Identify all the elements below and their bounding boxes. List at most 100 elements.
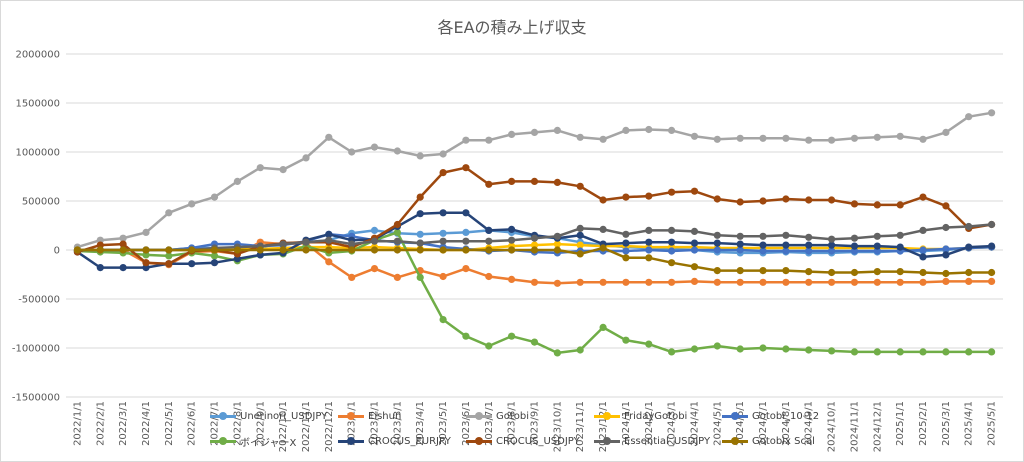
data-point [805,136,813,144]
y-tick-label: 1500000 [15,99,60,110]
data-point [485,246,493,254]
data-point [439,169,447,177]
x-tick-label: 2023/4/1 [415,401,426,446]
data-point [553,232,562,240]
data-point [165,260,173,268]
data-point [828,268,836,277]
data-point [690,277,699,285]
data-point [896,268,904,276]
data-point [553,246,562,254]
x-tick-label: 2024/11/1 [849,401,860,452]
data-point [439,209,447,217]
data-point [759,247,767,255]
data-point [370,226,379,234]
data-point [896,231,904,239]
x-tick-label: 2025/1/1 [895,401,906,446]
legend-item: Gotobix Scal [722,434,850,449]
x-tick-label: 2022/9/1 [255,401,266,446]
data-point [530,128,539,136]
data-point [942,223,950,232]
data-point [736,345,744,353]
data-point [736,267,744,275]
chart-title: 各EAの積み上げ収支 [437,18,587,37]
data-point [576,278,584,286]
data-point [645,278,653,286]
data-point [782,241,790,249]
legend-swatch [466,412,492,421]
data-point [759,232,767,240]
data-point [988,242,996,250]
data-point [805,196,813,204]
data-point [965,243,973,251]
data-point [370,265,379,273]
data-point [530,246,539,254]
data-point [508,246,516,254]
x-tick-label: 2024/9/1 [804,401,815,446]
data-point [599,196,607,204]
data-point [736,240,744,248]
legend-item: FridayGotobi [594,411,722,422]
data-point [828,241,836,249]
x-tick-label: 2022/3/1 [118,401,129,446]
data-point [576,182,584,190]
data-point [782,247,790,255]
data-point [462,265,470,273]
data-point [919,253,927,261]
data-point [759,278,767,286]
data-point [370,246,379,254]
data-point [690,345,699,353]
x-tick-label: 2024/5/1 [712,401,723,446]
data-point [965,348,973,356]
legend-swatch [722,437,748,446]
data-point [805,346,813,354]
data-point [553,279,562,287]
data-point [690,132,699,140]
data-point [965,113,973,121]
data-point [713,231,721,239]
data-point [782,134,790,142]
x-tick-label: 2024/3/1 [667,401,678,446]
data-point [188,260,196,268]
data-point [279,240,287,248]
legend-label: Gotobi [496,411,530,422]
data-point [508,130,516,138]
data-point [645,226,653,234]
data-point [850,242,859,250]
data-point [576,224,584,232]
data-point [119,234,127,242]
data-point [896,201,904,209]
legend-swatch [210,412,236,421]
data-point [988,277,996,285]
data-point [622,247,630,255]
data-point [919,348,927,356]
data-point [713,278,721,286]
data-point [759,241,767,249]
data-point [462,332,470,340]
chart-legend: Unerinori_USDJPY Eishun Gotobi FridayGotobi… [210,411,850,449]
data-point [828,278,836,286]
data-point [188,246,196,254]
y-axis-tick-labels: -1500000 -1000000 -500000 0 500000 1000000 150… [12,50,60,404]
data-point [485,272,493,281]
data-point [210,259,219,267]
data-point [896,132,904,140]
data-point [873,201,881,209]
data-point [393,147,401,155]
data-point [348,273,356,281]
data-point [782,231,790,239]
data-point [348,246,356,254]
legend-item: Gotobi_10-12 [722,411,850,422]
y-tick-label: -1500000 [12,393,60,404]
data-point [805,241,813,249]
data-point [393,220,401,229]
series-9 [73,244,996,278]
data-point [210,252,219,260]
data-point [210,193,219,201]
data-point [622,230,630,238]
data-point [668,278,676,286]
data-point [576,241,584,249]
data-point [896,243,904,251]
data-point [439,237,447,245]
data-point [919,135,927,143]
data-point [713,195,721,203]
